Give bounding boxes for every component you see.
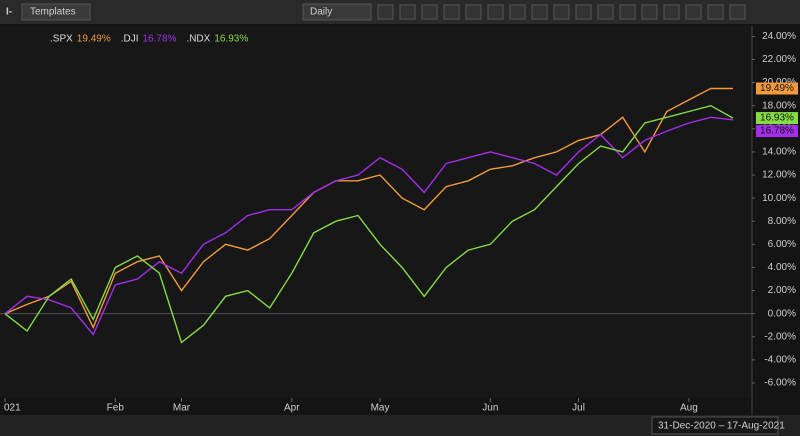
tool-button[interactable] bbox=[443, 4, 460, 20]
legend-name: .DJI bbox=[121, 34, 139, 45]
bottom-bar bbox=[0, 415, 800, 436]
legend-value: 16.78% bbox=[143, 34, 177, 45]
y-tick-label: 8.00% bbox=[768, 216, 796, 227]
tool-button[interactable] bbox=[685, 4, 702, 20]
logo: I- bbox=[6, 7, 12, 18]
legend-name: .NDX bbox=[186, 34, 210, 45]
x-tick-label: Apr bbox=[284, 403, 300, 414]
tool-button[interactable] bbox=[421, 4, 438, 20]
y-tick-label: 2.00% bbox=[768, 285, 796, 296]
interval-label: Daily bbox=[310, 7, 332, 18]
tool-button[interactable] bbox=[663, 4, 680, 20]
tool-button[interactable] bbox=[553, 4, 570, 20]
tool-button[interactable] bbox=[729, 4, 746, 20]
x-tick-label: Aug bbox=[680, 403, 698, 414]
last-value-label: 16.93% bbox=[760, 113, 794, 124]
y-tick-label: -6.00% bbox=[764, 378, 796, 389]
y-tick-label: 4.00% bbox=[768, 262, 796, 273]
y-tick-label: 12.00% bbox=[762, 170, 796, 181]
legend-value: 16.93% bbox=[214, 34, 248, 45]
templates-button[interactable] bbox=[21, 3, 91, 21]
x-tick-label: May bbox=[371, 403, 390, 414]
y-tick-label: -2.00% bbox=[764, 331, 796, 342]
y-tick-label: 14.00% bbox=[762, 147, 796, 158]
last-value-badge bbox=[756, 125, 798, 138]
legend-value: 19.49% bbox=[77, 34, 111, 45]
x-tick-label: 021 bbox=[4, 403, 21, 414]
last-value-badge bbox=[756, 82, 798, 95]
y-tick-label: 6.00% bbox=[768, 239, 796, 250]
interval-select[interactable] bbox=[302, 3, 372, 21]
tool-button[interactable] bbox=[531, 4, 548, 20]
y-tick-label: 0.00% bbox=[768, 308, 796, 319]
y-tick-label: -4.00% bbox=[764, 355, 796, 366]
last-value-badge bbox=[756, 112, 798, 125]
x-tick-label: Jun bbox=[482, 403, 498, 414]
x-tick-label: Feb bbox=[107, 403, 125, 414]
legend-name: .SPX bbox=[50, 34, 73, 45]
x-tick-label: Jul bbox=[572, 403, 585, 414]
last-value-label: 19.49% bbox=[760, 83, 794, 94]
series-line bbox=[4, 87, 734, 330]
series-line bbox=[4, 116, 734, 336]
templates-label: Templates bbox=[30, 7, 76, 18]
tool-button[interactable] bbox=[641, 4, 658, 20]
y-tick-label: 22.00% bbox=[762, 54, 796, 65]
date-range-box[interactable] bbox=[651, 416, 779, 435]
last-value-label: 16.78% bbox=[760, 126, 794, 137]
y-tick-label: 10.00% bbox=[762, 193, 796, 204]
tool-button[interactable] bbox=[707, 4, 724, 20]
tool-button[interactable] bbox=[597, 4, 614, 20]
x-tick-label: Mar bbox=[173, 403, 191, 414]
date-range: 31-Dec-2020 – 17-Aug-2021 bbox=[658, 421, 785, 432]
y-tick-label: 18.00% bbox=[762, 100, 796, 111]
plot-area bbox=[0, 26, 752, 398]
series-line bbox=[4, 104, 734, 344]
tool-button[interactable] bbox=[575, 4, 592, 20]
tool-button[interactable] bbox=[509, 4, 526, 20]
y-tick-label: 24.00% bbox=[762, 31, 796, 42]
tool-button[interactable] bbox=[487, 4, 504, 20]
tool-button[interactable] bbox=[619, 4, 636, 20]
tool-button[interactable] bbox=[377, 4, 394, 20]
tool-button[interactable] bbox=[465, 4, 482, 20]
tool-button[interactable] bbox=[399, 4, 416, 20]
